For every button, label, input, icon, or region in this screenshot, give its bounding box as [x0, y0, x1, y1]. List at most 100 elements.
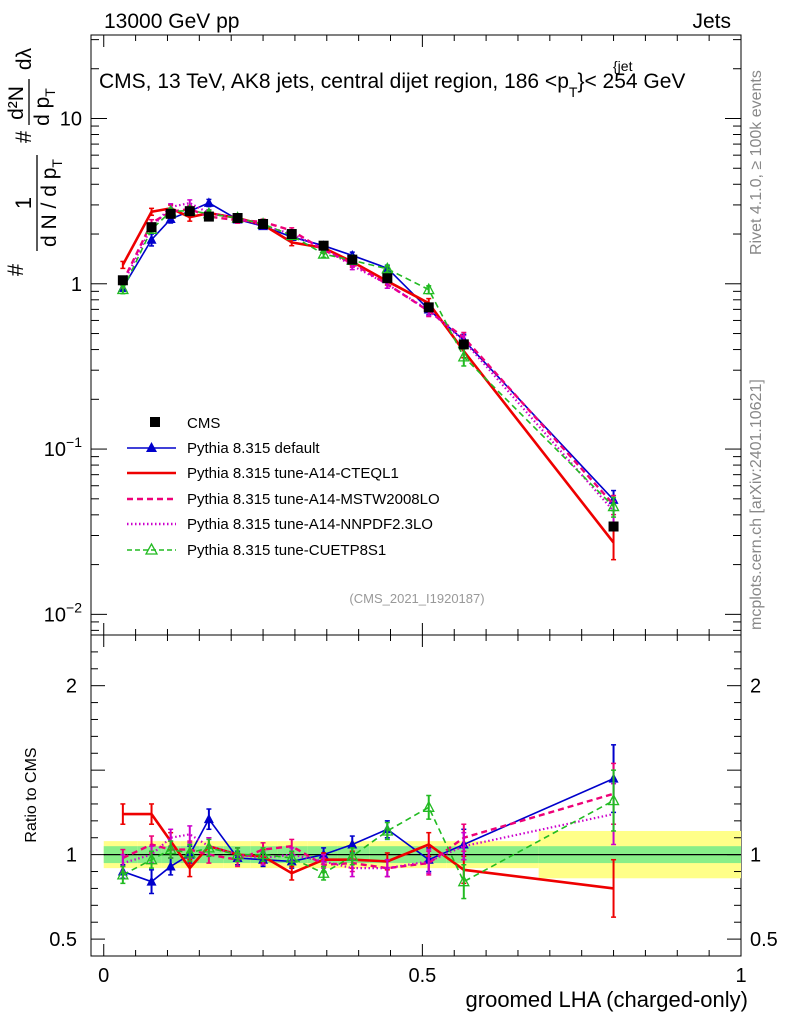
plot-title-sub: T — [569, 84, 578, 100]
y-label-dn-sub: T — [49, 159, 65, 168]
ratio-marker — [116, 868, 129, 880]
ratio-marker — [164, 842, 177, 855]
plot-title-tail: }< 254 GeV — [577, 70, 685, 93]
cms-data-point — [232, 213, 243, 224]
y-label-dn: d N / d p — [38, 168, 61, 247]
main-marker — [146, 234, 157, 244]
rivet-version-label: Rivet 4.1.0, ≥ 100k events — [748, 70, 765, 255]
cms-data-point — [382, 273, 393, 284]
ratio-marker — [422, 800, 435, 812]
ratio-marker — [165, 860, 176, 871]
ratio-tick-label-left: 0.5 — [49, 929, 77, 951]
y-label-hash1: # — [3, 263, 28, 276]
plot-title: CMS, 13 TeV, AK8 jets, central dijet reg… — [99, 58, 685, 100]
svg-text:CMS, 13 TeV, AK8 jets, central: CMS, 13 TeV, AK8 jets, central dijet reg… — [99, 70, 685, 100]
ratio-marker — [346, 849, 359, 861]
cms-data-point — [146, 222, 157, 233]
legend-entry-cms: CMS — [150, 415, 220, 432]
ratio-marker — [203, 813, 214, 824]
y-label-d2n: d²N — [5, 86, 28, 120]
y-tick-label: 10−1 — [44, 434, 82, 461]
ratio-marker — [317, 866, 330, 878]
y-label-dlambda: dλ — [13, 47, 36, 70]
cms-data-point — [286, 229, 297, 240]
legend-entry-mstw: Pythia 8.315 tune-A14-MSTW2008LO — [127, 491, 440, 508]
svg-text:d N / d pT: d N / d pT — [38, 159, 65, 247]
svg-text:d pT: d pT — [31, 88, 58, 126]
ratio-marker — [183, 846, 196, 858]
main-marker — [317, 247, 330, 259]
ratio-series-line-1 — [122, 812, 614, 890]
ratio-series-line-0 — [122, 777, 614, 883]
cms-data-point — [117, 275, 128, 286]
cms-data-point — [423, 302, 434, 313]
ratio-panel-frame — [90, 634, 742, 957]
cms-data-point — [608, 521, 619, 532]
ratio-series-line-4 — [122, 799, 614, 883]
ratio-marker — [607, 793, 620, 806]
main-marker — [116, 282, 129, 295]
main-marker — [457, 349, 470, 362]
ratio-tick-label-left: 1 — [66, 845, 77, 867]
ratio-y-axis-label: Ratio to CMS — [23, 747, 40, 842]
main-series-line-4 — [122, 209, 615, 508]
y-label-hash2: # — [11, 130, 36, 143]
ratio-marker — [146, 876, 157, 886]
x-axis-label: groomed LHA (charged-only) — [466, 987, 748, 1012]
ratio-marker — [231, 847, 244, 860]
y-label-dpt-sub: T — [42, 88, 58, 97]
cms-data-point — [318, 240, 329, 251]
legend-entry-nnpdf: Pythia 8.315 tune-A14-NNPDF2.3LO — [127, 516, 433, 533]
cms-data-point — [203, 211, 214, 222]
ratio-tick-label-right: 0.5 — [750, 929, 778, 951]
y-label-one: 1 — [11, 197, 36, 209]
legend-cuetp8s1-label: Pythia 8.315 tune-CUETP8S1 — [187, 542, 386, 559]
plot-title-main: CMS, 13 TeV, AK8 jets, central dijet reg… — [99, 70, 569, 93]
cms-data-point — [347, 254, 358, 265]
legend-entry-cuetp8s1: Pythia 8.315 tune-CUETP8S1 — [127, 542, 386, 559]
header-right: Jets — [692, 10, 731, 33]
ratio-tick-label-right: 2 — [750, 676, 761, 698]
plot-title-sup: {jet — [613, 58, 633, 74]
main-marker — [607, 499, 620, 512]
x-tick-label: 0.5 — [408, 965, 436, 987]
ratio-tick-label-left: 2 — [66, 676, 77, 698]
header-left: 13000 GeV pp — [104, 10, 239, 33]
legend-cms-marker — [150, 417, 160, 427]
y-label-dpt: d p — [31, 97, 54, 126]
legend: CMS Pythia 8.315 default Pythia 8.315 tu… — [127, 415, 440, 559]
cms-data-point — [258, 218, 269, 229]
ratio-marker — [256, 847, 270, 860]
ratio-marker — [202, 840, 215, 853]
legend-entry-default: Pythia 8.315 default — [127, 440, 320, 457]
legend-entry-cteql1: Pythia 8.315 tune-A14-CTEQL1 — [127, 465, 399, 482]
main-series-line-2 — [121, 207, 615, 506]
ratio-marker — [381, 824, 394, 836]
ratio-marker — [347, 838, 358, 849]
y-tick-label: 10 — [60, 108, 82, 130]
ratio-tick-label-right: 1 — [750, 845, 761, 867]
y-tick-label: 10−2 — [44, 599, 82, 626]
legend-default-marker — [146, 442, 157, 452]
x-tick-label: 1 — [735, 965, 746, 987]
legend-default-label: Pythia 8.315 default — [187, 440, 320, 457]
mcplots-label: mcplots.cern.ch [arXiv:2401.10621] — [748, 379, 765, 630]
legend-nnpdf-label: Pythia 8.315 tune-A14-NNPDF2.3LO — [187, 516, 433, 533]
cms-data-point — [184, 206, 195, 217]
legend-cuetp8s1-marker — [144, 542, 159, 555]
ratio-marker — [285, 851, 298, 863]
cms-data-point — [458, 339, 469, 350]
main-marker — [422, 282, 435, 295]
ratio-marker — [457, 874, 470, 887]
legend-mstw-label: Pythia 8.315 tune-A14-MSTW2008LO — [187, 491, 440, 508]
legend-cteql1-label: Pythia 8.315 tune-A14-CTEQL1 — [187, 465, 399, 482]
cms-data-point — [165, 208, 176, 219]
analysis-id: (CMS_2021_I1920187) — [349, 591, 484, 606]
ratio-marker — [145, 852, 158, 865]
y-axis-label: # 1 d N / d pT # d²N d pT dλ — [3, 47, 65, 276]
legend-cms-label: CMS — [187, 415, 220, 432]
x-tick-label: 0 — [98, 965, 109, 987]
y-tick-label: 1 — [71, 274, 82, 296]
main-marker — [381, 261, 394, 274]
